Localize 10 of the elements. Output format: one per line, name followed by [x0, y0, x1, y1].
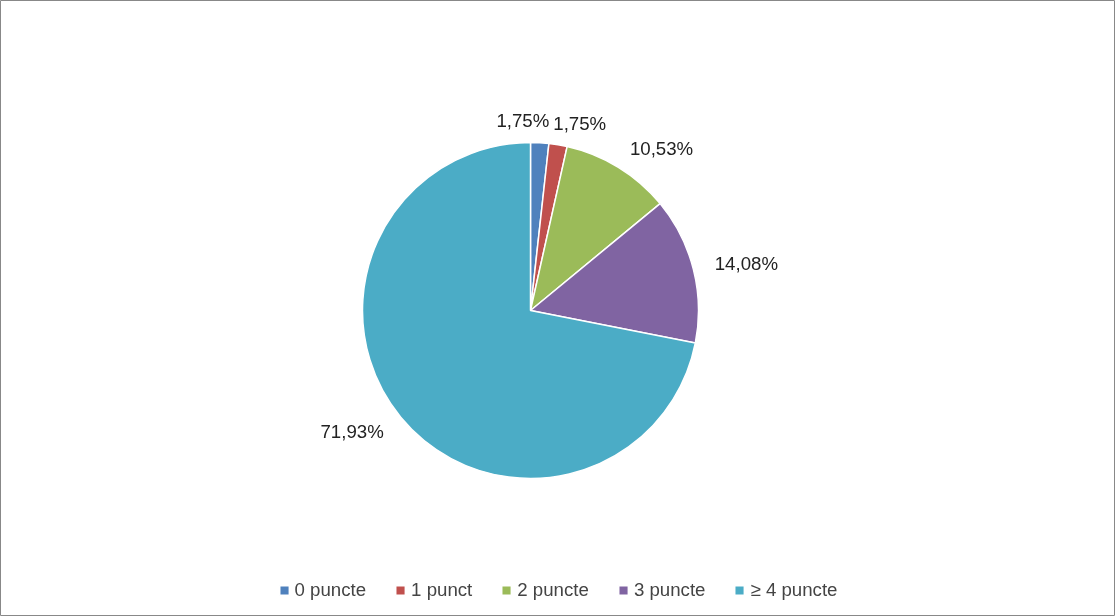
data-label: 71,93%	[320, 420, 384, 442]
legend-label: 1 punct	[411, 579, 473, 601]
data-label: 1,75%	[496, 110, 550, 132]
legend-label: ≥ 4 puncte	[750, 579, 838, 601]
legend-label: 2 puncte	[517, 579, 589, 601]
legend-label: 0 puncte	[294, 579, 367, 601]
data-label: 14,08%	[714, 253, 778, 275]
data-label: 10,53%	[629, 138, 694, 160]
data-label: 1,75%	[553, 112, 607, 134]
legend-label: 3 puncte	[633, 579, 706, 601]
